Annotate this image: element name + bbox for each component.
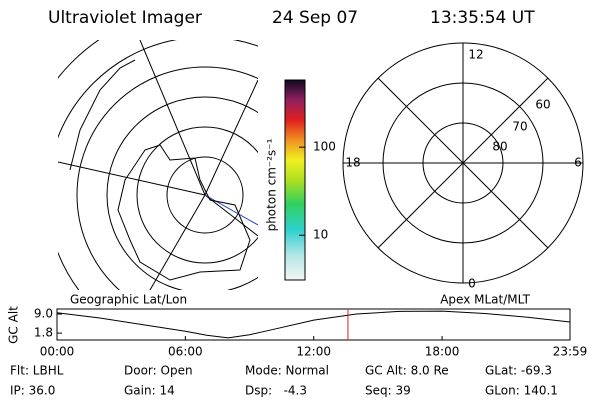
info-field: Mode: Normal <box>245 364 329 378</box>
colorbar-tick-label: 10 <box>313 228 328 242</box>
line <box>56 310 571 339</box>
info-field: Gain: 14 <box>124 384 175 398</box>
mlt-label: 12 <box>468 48 483 62</box>
lat-label: 70 <box>512 120 527 134</box>
info-field: Seq: 39 <box>365 384 411 398</box>
colorbar-label: photon cm⁻²s⁻¹ <box>265 138 279 231</box>
mlt-label: 18 <box>345 156 360 170</box>
mlt-label: 0 <box>468 277 476 291</box>
y-axis-label: GC Alt <box>7 306 21 344</box>
time: 13:35:54 UT <box>430 8 535 28</box>
y-tick-label: 1.8 <box>34 326 53 340</box>
info-field: Door: Open <box>124 364 193 378</box>
info-field: IP: 36.0 <box>10 384 55 398</box>
polar-grid <box>342 42 584 284</box>
left-title: Geographic Lat/Lon <box>70 293 187 307</box>
x-tick-label: 00:00 <box>40 345 75 359</box>
colorbar-tick-label: 100 <box>313 140 336 154</box>
info-field: GLat: -69.3 <box>485 364 552 378</box>
colorbar <box>284 79 306 281</box>
mlt-label: 6 <box>574 156 582 170</box>
info-field: Flt: LBHL <box>10 364 64 378</box>
x-tick-label: 12:00 <box>296 345 331 359</box>
geo-map <box>58 40 258 290</box>
date: 24 Sep 07 <box>272 8 358 28</box>
info-field: Dsp: -4.3 <box>245 384 307 398</box>
right-title: Apex MLat/MLT <box>440 293 530 307</box>
lat-label: 80 <box>492 140 507 154</box>
lat-label: 60 <box>535 98 550 112</box>
x-tick-label: 18:00 <box>425 345 460 359</box>
y-tick-label: 9.0 <box>34 307 53 321</box>
plot-frame <box>56 308 571 341</box>
info-field: GC Alt: 8.0 Re <box>365 364 449 378</box>
instrument: Ultraviolet Imager <box>48 8 202 28</box>
info-field: GLon: 140.1 <box>485 384 558 398</box>
x-tick-label: 06:00 <box>168 345 203 359</box>
x-tick-label: 23:59 <box>553 345 588 359</box>
